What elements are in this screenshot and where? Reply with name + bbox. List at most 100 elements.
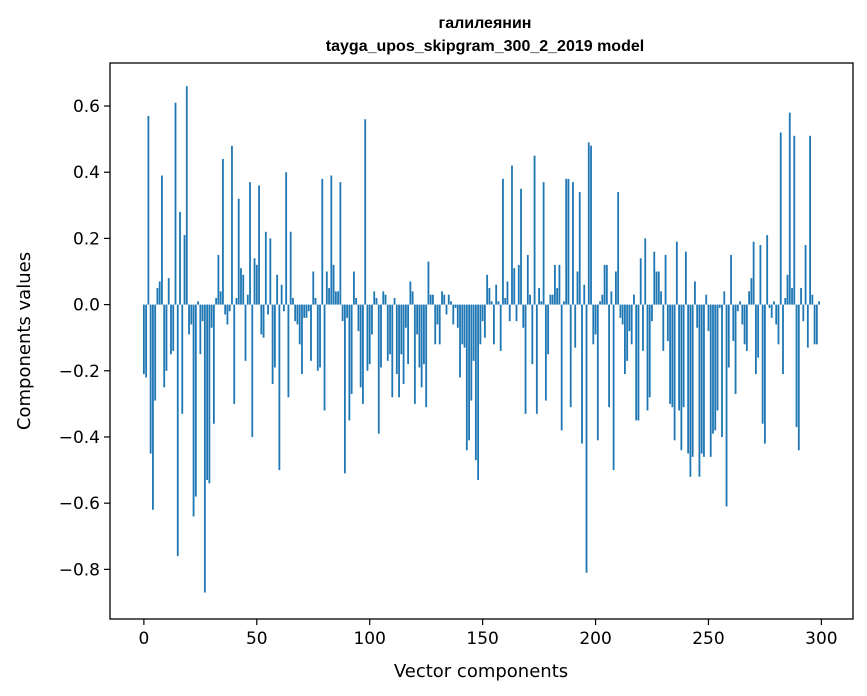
bar (240, 268, 242, 305)
bar (495, 284, 498, 305)
bar (289, 231, 292, 305)
bar (429, 294, 432, 305)
bar (438, 304, 441, 345)
bar (353, 271, 355, 305)
bar (264, 231, 267, 305)
x-tick-label: 100 (353, 629, 385, 649)
bar (172, 304, 175, 351)
bar (242, 274, 245, 305)
bar (269, 238, 272, 305)
bar (716, 304, 719, 411)
bar (402, 304, 405, 385)
bar (694, 281, 696, 305)
bar (705, 294, 708, 305)
bar (490, 301, 493, 305)
bar (642, 304, 644, 351)
bar (292, 297, 294, 305)
bar (745, 304, 748, 351)
bar (427, 261, 430, 305)
bar (391, 304, 394, 398)
plot-area-frame (109, 62, 854, 620)
bar (346, 304, 349, 318)
bar (470, 304, 473, 401)
bar (633, 294, 635, 305)
bar (483, 304, 486, 338)
bar (734, 304, 737, 394)
bar (386, 304, 389, 361)
bar (698, 304, 701, 477)
bar (619, 304, 622, 318)
bar (809, 135, 811, 305)
bar (775, 304, 778, 325)
bar (675, 241, 678, 305)
bar (596, 304, 599, 441)
bar (680, 304, 683, 451)
bar (815, 304, 818, 345)
bar (474, 304, 477, 461)
bar (712, 304, 714, 434)
bar (691, 304, 694, 457)
bar (741, 304, 744, 325)
y-tick-label: −0.6 (59, 494, 100, 514)
bar (669, 304, 671, 404)
bar (244, 304, 247, 361)
bar (373, 291, 376, 305)
bar (549, 294, 552, 305)
bar (488, 288, 491, 305)
bar (334, 291, 337, 305)
bar (468, 304, 470, 441)
bar (651, 304, 653, 322)
bar (721, 304, 723, 437)
bar (454, 304, 457, 308)
bar (605, 264, 608, 305)
bar (165, 304, 168, 371)
bar (714, 304, 717, 431)
bar (301, 304, 303, 375)
bar (163, 304, 166, 388)
bar (806, 304, 809, 348)
bar (398, 304, 400, 398)
bar (194, 304, 197, 497)
bar (529, 294, 531, 305)
bar (773, 301, 775, 305)
bar (445, 304, 448, 315)
bar (587, 142, 590, 305)
bar (377, 304, 380, 434)
bar (757, 304, 760, 358)
bar (348, 304, 351, 421)
bar (389, 304, 391, 355)
bar (477, 304, 480, 480)
bar (382, 291, 385, 305)
bar (443, 294, 446, 305)
bar (813, 304, 816, 345)
bar (707, 304, 710, 332)
bar (689, 304, 692, 477)
bar (703, 304, 705, 457)
bar (779, 132, 782, 305)
bar (648, 304, 651, 398)
bar (330, 175, 333, 305)
bar (682, 304, 685, 408)
bar (804, 245, 807, 305)
bar (612, 304, 615, 471)
bar (743, 304, 746, 345)
bar (176, 304, 179, 557)
bar (752, 241, 755, 305)
bar (666, 304, 669, 341)
bar (504, 297, 507, 305)
bar (626, 304, 629, 361)
chart-title-model: tayga_upos_skipgram_300_2_2019 model (326, 38, 644, 55)
bar (678, 304, 681, 411)
bar (499, 304, 502, 351)
bar (251, 304, 254, 437)
bar (684, 251, 687, 305)
bar (502, 178, 504, 305)
bar (739, 301, 741, 305)
bar (811, 294, 814, 305)
bar (359, 304, 362, 388)
bar (481, 304, 484, 322)
bar (725, 304, 728, 507)
bar (267, 304, 269, 315)
bar (610, 291, 613, 305)
bar (319, 304, 321, 368)
